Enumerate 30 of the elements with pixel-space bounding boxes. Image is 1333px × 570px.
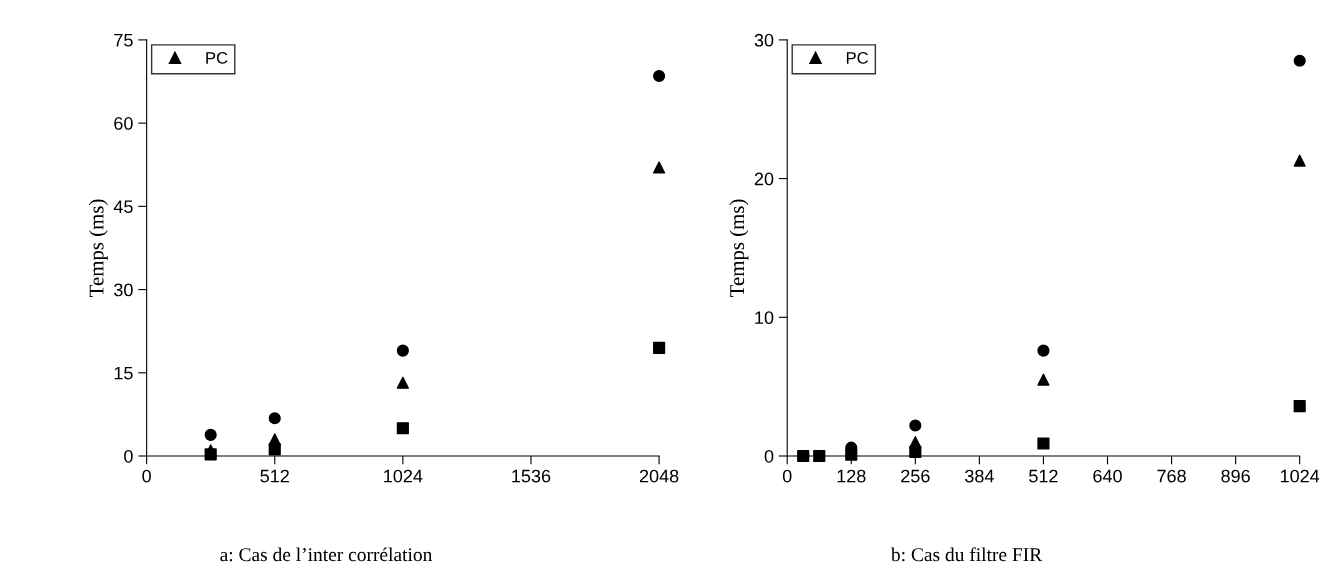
x-tick-label: 2048 <box>639 469 679 483</box>
x-tick-label: 768 <box>1157 469 1186 483</box>
x-tick-label: 256 <box>901 469 930 483</box>
y-tick-label: 0 <box>124 449 133 463</box>
x-tick-label: 896 <box>1221 469 1250 483</box>
y-tick-label: 15 <box>114 366 133 380</box>
y-axis-title: Temps (ms) <box>88 199 108 297</box>
x-tick-label: 384 <box>965 469 994 483</box>
y-tick-label: 60 <box>114 117 133 130</box>
legend-label: PC <box>206 52 228 64</box>
x-tick-label: 0 <box>782 469 792 483</box>
y-tick-label: 20 <box>754 172 774 186</box>
legend-label: PC <box>846 52 869 64</box>
y-tick-label: 30 <box>754 33 774 47</box>
x-tick-label: 512 <box>260 469 289 483</box>
y-tick-label: 10 <box>755 311 774 325</box>
x-tick-label: 1536 <box>512 469 551 483</box>
x-tick-label: 0 <box>142 469 151 483</box>
y-axis-title: Temps (ms) <box>729 199 749 297</box>
y-tick-label: 0 <box>764 449 774 463</box>
x-tick-label: 640 <box>1093 469 1122 483</box>
y-tick-label: 30 <box>114 283 133 297</box>
x-tick-label: 512 <box>1029 469 1058 483</box>
text: b: Cas du filtre FIR <box>890 547 1043 562</box>
y-tick-label: 45 <box>113 200 133 214</box>
x-tick-label: 128 <box>837 469 866 483</box>
y-tick-label: 75 <box>114 34 133 47</box>
x-tick-label: 1024 <box>384 469 423 483</box>
text: a: Cas de l’inter corrélation <box>220 547 433 562</box>
x-tick-label: 1024 <box>1280 469 1320 483</box>
